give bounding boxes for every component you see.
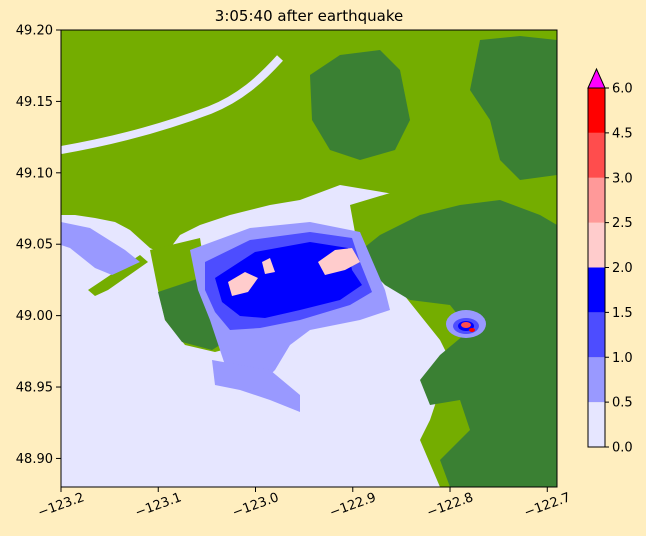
y-tick-label: 49.05: [16, 238, 53, 253]
colorbar-tick-label: 0.0: [612, 441, 633, 456]
chart-title: 3:05:40 after earthquake: [215, 7, 403, 25]
x-tick-label: −123.1: [133, 490, 183, 521]
land-point-roberts-forest: [158, 278, 228, 350]
colorbar-segment: [588, 312, 605, 358]
x-axis: −123.2 −123.1 −123.0 −122.9 −122.8 −122.7: [36, 487, 573, 521]
forest-east: [355, 200, 557, 487]
colorbar-segment: [588, 222, 605, 268]
x-tick-label: −123.2: [36, 490, 86, 521]
colorbar-segment: [588, 88, 605, 133]
colorbar-segment: [588, 402, 605, 447]
forest-north-2: [470, 36, 557, 180]
map-area: [61, 30, 557, 487]
river: [61, 55, 283, 154]
y-tick-label: 49.10: [16, 166, 53, 181]
colorbar-tick-label: 3.0: [612, 171, 633, 186]
plot-frame: [60, 29, 558, 488]
y-tick-label: 49.20: [16, 24, 53, 39]
y-tick-label: 49.00: [16, 309, 53, 324]
y-axis: 48.90 48.95 49.00 49.05 49.10 49.15 49.20: [16, 24, 61, 467]
y-tick-label: 48.95: [16, 381, 53, 396]
x-tick-label: −122.8: [425, 490, 475, 521]
y-tick-label: 48.90: [16, 452, 53, 467]
colorbar-tick-label: 0.5: [612, 396, 633, 411]
colorbar-segment: [588, 132, 605, 178]
x-tick-label: −122.7: [522, 490, 572, 521]
depth-0.5-1.0-south: [212, 360, 300, 412]
y-tick-label: 49.15: [16, 95, 53, 110]
depth-2.0-2.5-mid: [262, 258, 275, 274]
colorbar-tick-label: 4.5: [612, 126, 633, 141]
x-tick-label: −122.9: [328, 490, 378, 521]
x-tick-label: −123.0: [231, 490, 281, 521]
depth-0.5-1.0-west-bay: [61, 222, 140, 275]
colorbar-segment: [588, 267, 605, 313]
colorbar: 0.0 0.5 1.0 1.5 2.0 2.5 3.0 4.5 6.0: [587, 67, 633, 456]
colorbar-tick-label: 6.0: [612, 82, 633, 97]
colorbar-extend-arrow: [587, 67, 606, 89]
colorbar-segment: [588, 177, 605, 223]
colorbar-tick-label: 1.0: [612, 351, 633, 366]
colorbar-tick-label: 2.5: [612, 216, 633, 231]
colorbar-segment: [588, 357, 605, 403]
colorbar-tick-label: 1.5: [612, 306, 633, 321]
depth-2.0-2.5-west: [228, 272, 258, 296]
depth-2.0-2.5-east: [318, 248, 360, 275]
colorbar-tick-label: 2.0: [612, 261, 633, 276]
hotspot: [446, 310, 486, 338]
forest-north-1: [310, 50, 410, 160]
